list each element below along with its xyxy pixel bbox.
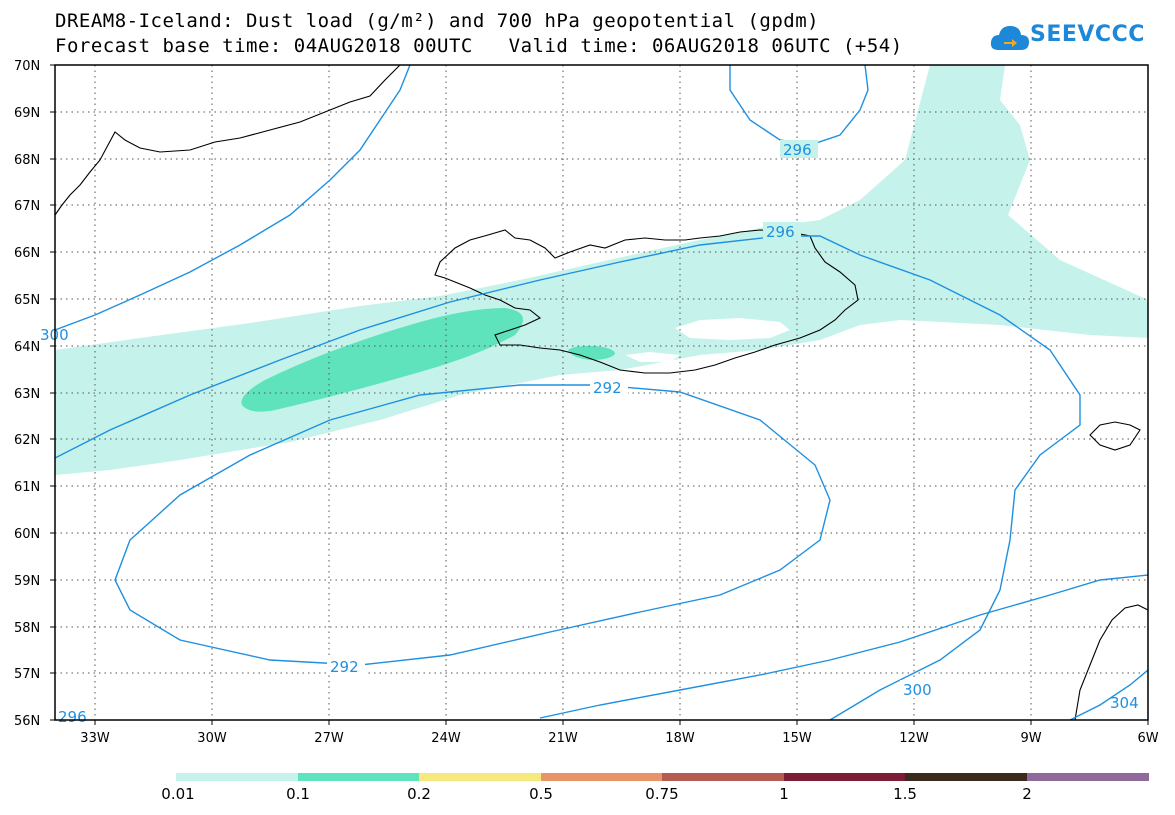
coastlines <box>55 65 1148 720</box>
contour-label-292-north: 292 <box>593 379 622 397</box>
legend-label: 2 <box>1022 785 1032 803</box>
lat-label: 60N <box>14 527 40 542</box>
legend-swatch-4 <box>662 773 784 781</box>
contour-292-loop <box>114 384 831 666</box>
lon-label: 21W <box>548 731 578 746</box>
longitude-labels: 33W 30W 27W 24W 21W 18W 15W 12W 9W 6W <box>80 731 1158 746</box>
dust-plume-medium <box>241 308 523 412</box>
lon-label: 9W <box>1020 731 1041 746</box>
lon-label: 15W <box>782 731 812 746</box>
lat-label: 65N <box>14 293 40 308</box>
lon-label: 6W <box>1137 731 1158 746</box>
legend-swatch-6 <box>905 773 1027 781</box>
lon-label: 33W <box>80 731 110 746</box>
scotland-coast <box>1074 604 1148 720</box>
lat-label: 64N <box>14 340 40 355</box>
legend-swatch-2 <box>419 773 541 781</box>
contour-296-north <box>729 65 869 146</box>
lon-label: 27W <box>314 731 344 746</box>
lat-label: 67N <box>14 199 40 214</box>
contour-label-296-corner: 296 <box>58 708 87 726</box>
lat-label: 69N <box>14 106 40 121</box>
lon-label: 30W <box>197 731 227 746</box>
greenland-coast <box>55 65 401 216</box>
legend-swatch-7 <box>1027 773 1149 781</box>
lon-label: 24W <box>431 731 461 746</box>
legend-label: 0.5 <box>529 785 553 803</box>
contour-296-main <box>55 235 1081 720</box>
logo-text: SEEVCCC <box>1030 22 1145 47</box>
lat-label: 58N <box>14 621 40 636</box>
map-title-line-2: Forecast base time: 04AUG2018 00UTC Vali… <box>55 35 903 57</box>
legend-label: 0.01 <box>161 785 195 803</box>
legend-label: 0.75 <box>645 785 679 803</box>
legend-label: 1.5 <box>893 785 917 803</box>
contour-300-west <box>55 65 411 331</box>
lat-label: 62N <box>14 433 40 448</box>
lon-label: 18W <box>665 731 695 746</box>
legend-label: 0.1 <box>286 785 310 803</box>
contour-304-south <box>1069 669 1148 720</box>
cloud-logo-icon <box>990 26 1029 50</box>
latitude-gridlines <box>55 111 1148 674</box>
geopotential-contours <box>55 65 1148 720</box>
legend-label: 1 <box>779 785 789 803</box>
dust-plume-light <box>55 65 1148 475</box>
contour-300-south <box>539 574 1148 719</box>
seevccc-logo: SEEVCCC <box>990 18 1165 58</box>
contour-labels: 292 292 296 296 296 300 300 304 <box>40 140 1139 726</box>
lat-label: 61N <box>14 480 40 495</box>
faroe-coast <box>1089 421 1141 451</box>
legend-swatch-5 <box>784 773 905 781</box>
contour-label-304: 304 <box>1110 694 1139 712</box>
legend-swatch-0 <box>176 773 298 781</box>
contour-label-300-south: 300 <box>903 681 932 699</box>
contour-label-292-south: 292 <box>330 658 359 676</box>
clear-patch <box>675 318 790 340</box>
contour-label-296-iceland: 296 <box>766 223 795 241</box>
lat-label: 66N <box>14 246 40 261</box>
map-title-line-1: DREAM8-Iceland: Dust load (g/m²) and 700… <box>55 10 820 32</box>
legend-label: 0.2 <box>407 785 431 803</box>
contour-label-296-north: 296 <box>783 141 812 159</box>
lat-label: 68N <box>14 153 40 168</box>
iceland-coast <box>434 229 859 374</box>
lat-label: 57N <box>14 667 40 682</box>
legend-swatch-1 <box>298 773 419 781</box>
latitude-labels: 70N 69N 68N 67N 66N 65N 64N 63N 62N 61N … <box>14 59 40 729</box>
lon-label: 12W <box>899 731 929 746</box>
longitude-gridlines <box>94 65 1032 720</box>
lat-label: 59N <box>14 574 40 589</box>
dust-patch-medium <box>568 345 615 360</box>
lat-label: 70N <box>14 59 40 74</box>
legend-swatch-3 <box>541 773 662 781</box>
lat-label: 63N <box>14 387 40 402</box>
clear-patch-south <box>625 352 680 362</box>
lat-label: 56N <box>14 714 40 729</box>
